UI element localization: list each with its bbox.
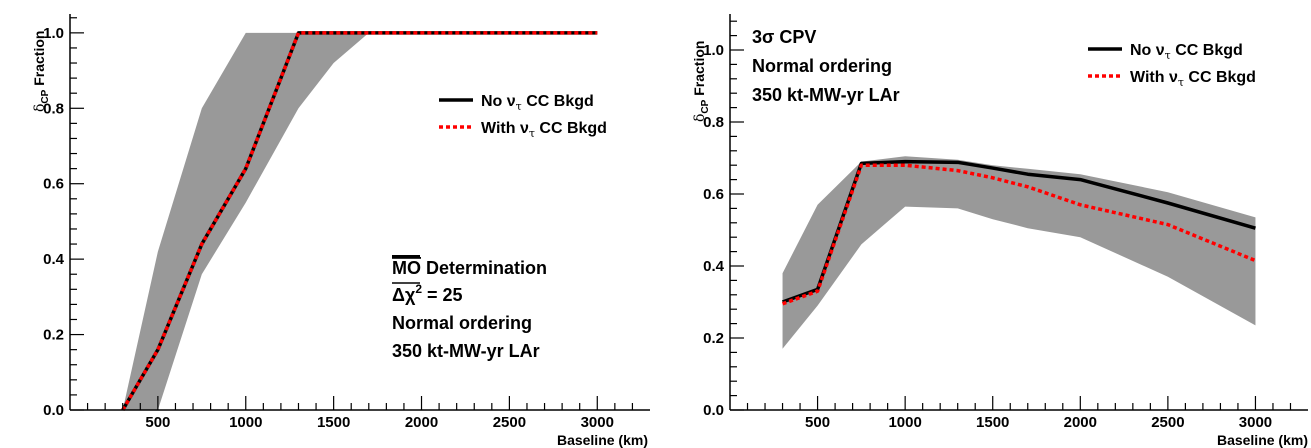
y-axis-title-rest: Fraction — [691, 41, 707, 100]
legend-label-0: No ντ CC Bkgd — [1130, 42, 1243, 62]
legend-label-0-sub: τ — [516, 100, 522, 113]
ticks — [730, 20, 1292, 411]
annotation-det: Determination — [421, 258, 547, 278]
legend-label-0-main: No ν — [1130, 42, 1165, 59]
legend: No ντ CC Bkgd With ντ CC Bkgd — [439, 93, 607, 140]
x-tick-label: 3000 — [581, 414, 614, 431]
y-tick-label: 0.2 — [43, 327, 64, 344]
annotation-eq: = 25 — [422, 285, 463, 305]
legend-label-1: With ντ CC Bkgd — [481, 120, 607, 140]
x-tick-label: 2500 — [1151, 414, 1184, 431]
legend-label-0-sub: τ — [1165, 49, 1171, 62]
legend: No ντ CC Bkgd With ντ CC Bkgd — [1088, 42, 1256, 89]
annotation: MO Determination Δχ2 = 25 Normal orderin… — [392, 255, 547, 361]
x-tick-label: 1000 — [229, 414, 262, 431]
series-lines — [781, 159, 1257, 306]
y-axis-title: δCP Fraction — [31, 31, 51, 112]
tick-labels: 500 1000 1500 2000 2500 3000 0.0 0.2 0.4 0.6 0.8 1.… — [43, 25, 614, 431]
y-axis-title-delta: δ — [692, 114, 708, 122]
y-tick-label: 0.0 — [703, 402, 724, 419]
annotation-line-1: Normal ordering — [752, 56, 892, 76]
y-tick-label: 0.6 — [703, 186, 724, 203]
x-tick-label: 1500 — [976, 414, 1009, 431]
legend-label-1: With ντ CC Bkgd — [1130, 69, 1256, 89]
y-tick-label: 1.0 — [703, 42, 724, 59]
x-tick-label: 2500 — [493, 414, 526, 431]
x-tick-label: 500 — [145, 414, 170, 431]
left-chart-panel: 500 1000 1500 2000 2500 3000 0.0 0.2 0.4 0.6 0.8 1.… — [31, 14, 650, 448]
y-tick-label: 0.6 — [43, 176, 64, 193]
uncertainty-band — [782, 156, 1256, 349]
legend-label-1-rest: CC Bkgd — [535, 120, 607, 137]
legend-label-0-rest: CC Bkgd — [1171, 42, 1243, 59]
x-axis-title: Baseline (km) — [557, 432, 648, 448]
x-tick-label: 2000 — [1064, 414, 1097, 431]
series-line-1 — [121, 31, 598, 411]
series-lines — [121, 31, 598, 411]
annotation-mo: MO — [392, 258, 421, 278]
x-tick-label: 1000 — [888, 414, 921, 431]
uncertainty-band — [122, 32, 598, 410]
tick-labels: 500 1000 1500 2000 2500 3000 0.0 0.2 0.4 0.6 0.8 1.… — [703, 42, 1272, 431]
legend-label-1-sub: τ — [529, 127, 535, 140]
right-chart-panel: 500 1000 1500 2000 2500 3000 0.0 0.2 0.4 0.6 0.8 1.… — [691, 14, 1308, 448]
legend-label-0: No ντ CC Bkgd — [481, 93, 594, 113]
y-tick-label: 0.4 — [703, 258, 725, 275]
legend-label-1-main: With ν — [1130, 69, 1178, 86]
y-tick-label: 0.8 — [43, 100, 64, 117]
legend-label-0-rest: CC Bkgd — [522, 93, 594, 110]
axes — [69, 14, 650, 411]
x-tick-label: 1500 — [317, 414, 350, 431]
legend-label-1-sub: τ — [1178, 76, 1184, 89]
y-tick-label: 0.8 — [703, 114, 724, 131]
annotation-line-0: 3σ CPV — [752, 27, 816, 47]
annotation-line-2: Normal ordering — [392, 313, 532, 333]
y-axis-title-sub: CP — [700, 99, 711, 113]
y-tick-label: 0.0 — [43, 402, 64, 419]
legend-label-1-main: With ν — [481, 120, 529, 137]
annotation-dchi: Δχ — [392, 285, 416, 305]
x-tick-label: 500 — [805, 414, 830, 431]
y-axis-title-sub: CP — [40, 89, 51, 103]
legend-label-1-rest: CC Bkgd — [1184, 69, 1256, 86]
annotation-exp: 2 — [415, 282, 422, 296]
x-tick-label: 3000 — [1239, 414, 1272, 431]
y-tick-label: 1.0 — [43, 25, 64, 42]
y-axis-title-delta: δ — [32, 104, 48, 112]
y-axis-title-rest: Fraction — [31, 31, 47, 90]
y-tick-label: 0.4 — [43, 251, 65, 268]
ticks — [70, 17, 634, 411]
x-axis-title: Baseline (km) — [1217, 432, 1308, 448]
annotation-line-3: 350 kt-MW-yr LAr — [392, 341, 540, 361]
annotation-line-2: 350 kt-MW-yr LAr — [752, 85, 900, 105]
annotation: 3σ CPV Normal ordering 350 kt-MW-yr LAr — [752, 27, 900, 105]
axes — [729, 14, 1308, 411]
y-tick-label: 0.2 — [703, 330, 724, 347]
x-tick-label: 2000 — [405, 414, 438, 431]
annotation-line-0: MO Determination — [392, 258, 547, 278]
band-area — [122, 32, 598, 410]
band-area — [782, 156, 1256, 349]
annotation-line-1: Δχ2 = 25 — [392, 282, 463, 305]
y-axis-title: δCP Fraction — [691, 41, 711, 122]
legend-label-0-main: No ν — [481, 93, 516, 110]
